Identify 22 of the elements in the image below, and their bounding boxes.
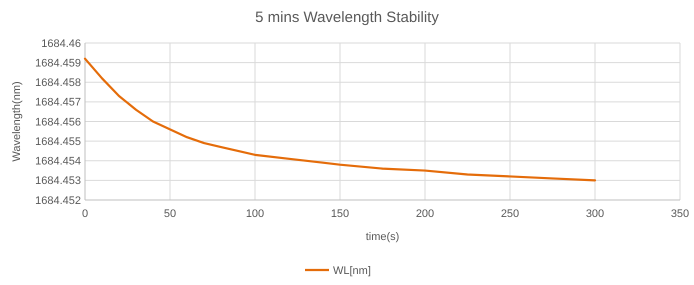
x-tick-label: 100 bbox=[246, 208, 264, 220]
y-axis-title: Wavelength(nm) bbox=[11, 81, 23, 162]
y-tick-label: 1684.459 bbox=[35, 57, 81, 70]
y-tick-label: 1684.453 bbox=[35, 175, 81, 188]
line-series bbox=[84, 58, 596, 182]
x-axis-title: time(s) bbox=[366, 231, 400, 243]
y-tick-label: 1684.456 bbox=[35, 116, 81, 128]
x-tick-label: 300 bbox=[586, 208, 604, 220]
x-tick-label: 0 bbox=[82, 208, 88, 220]
y-tick-label: 1684.452 bbox=[35, 194, 81, 207]
y-tick-label: 1684.458 bbox=[35, 77, 81, 90]
y-tick-label: 1684.457 bbox=[35, 96, 81, 109]
x-tick-label: 50 bbox=[164, 208, 176, 220]
y-tick-label: 1684.455 bbox=[35, 136, 81, 148]
x-tick-label: 350 bbox=[670, 208, 690, 220]
x-tick-label: 250 bbox=[500, 208, 520, 220]
y-tick-label: 1684.46 bbox=[41, 38, 81, 50]
y-tick-label: 1684.454 bbox=[35, 156, 81, 168]
chart-title: 5 mins Wavelength Stability bbox=[255, 9, 440, 26]
x-tick-label: 150 bbox=[330, 208, 350, 220]
x-tick-label: 200 bbox=[416, 208, 434, 220]
legend-label: WL[nm] bbox=[333, 264, 371, 277]
